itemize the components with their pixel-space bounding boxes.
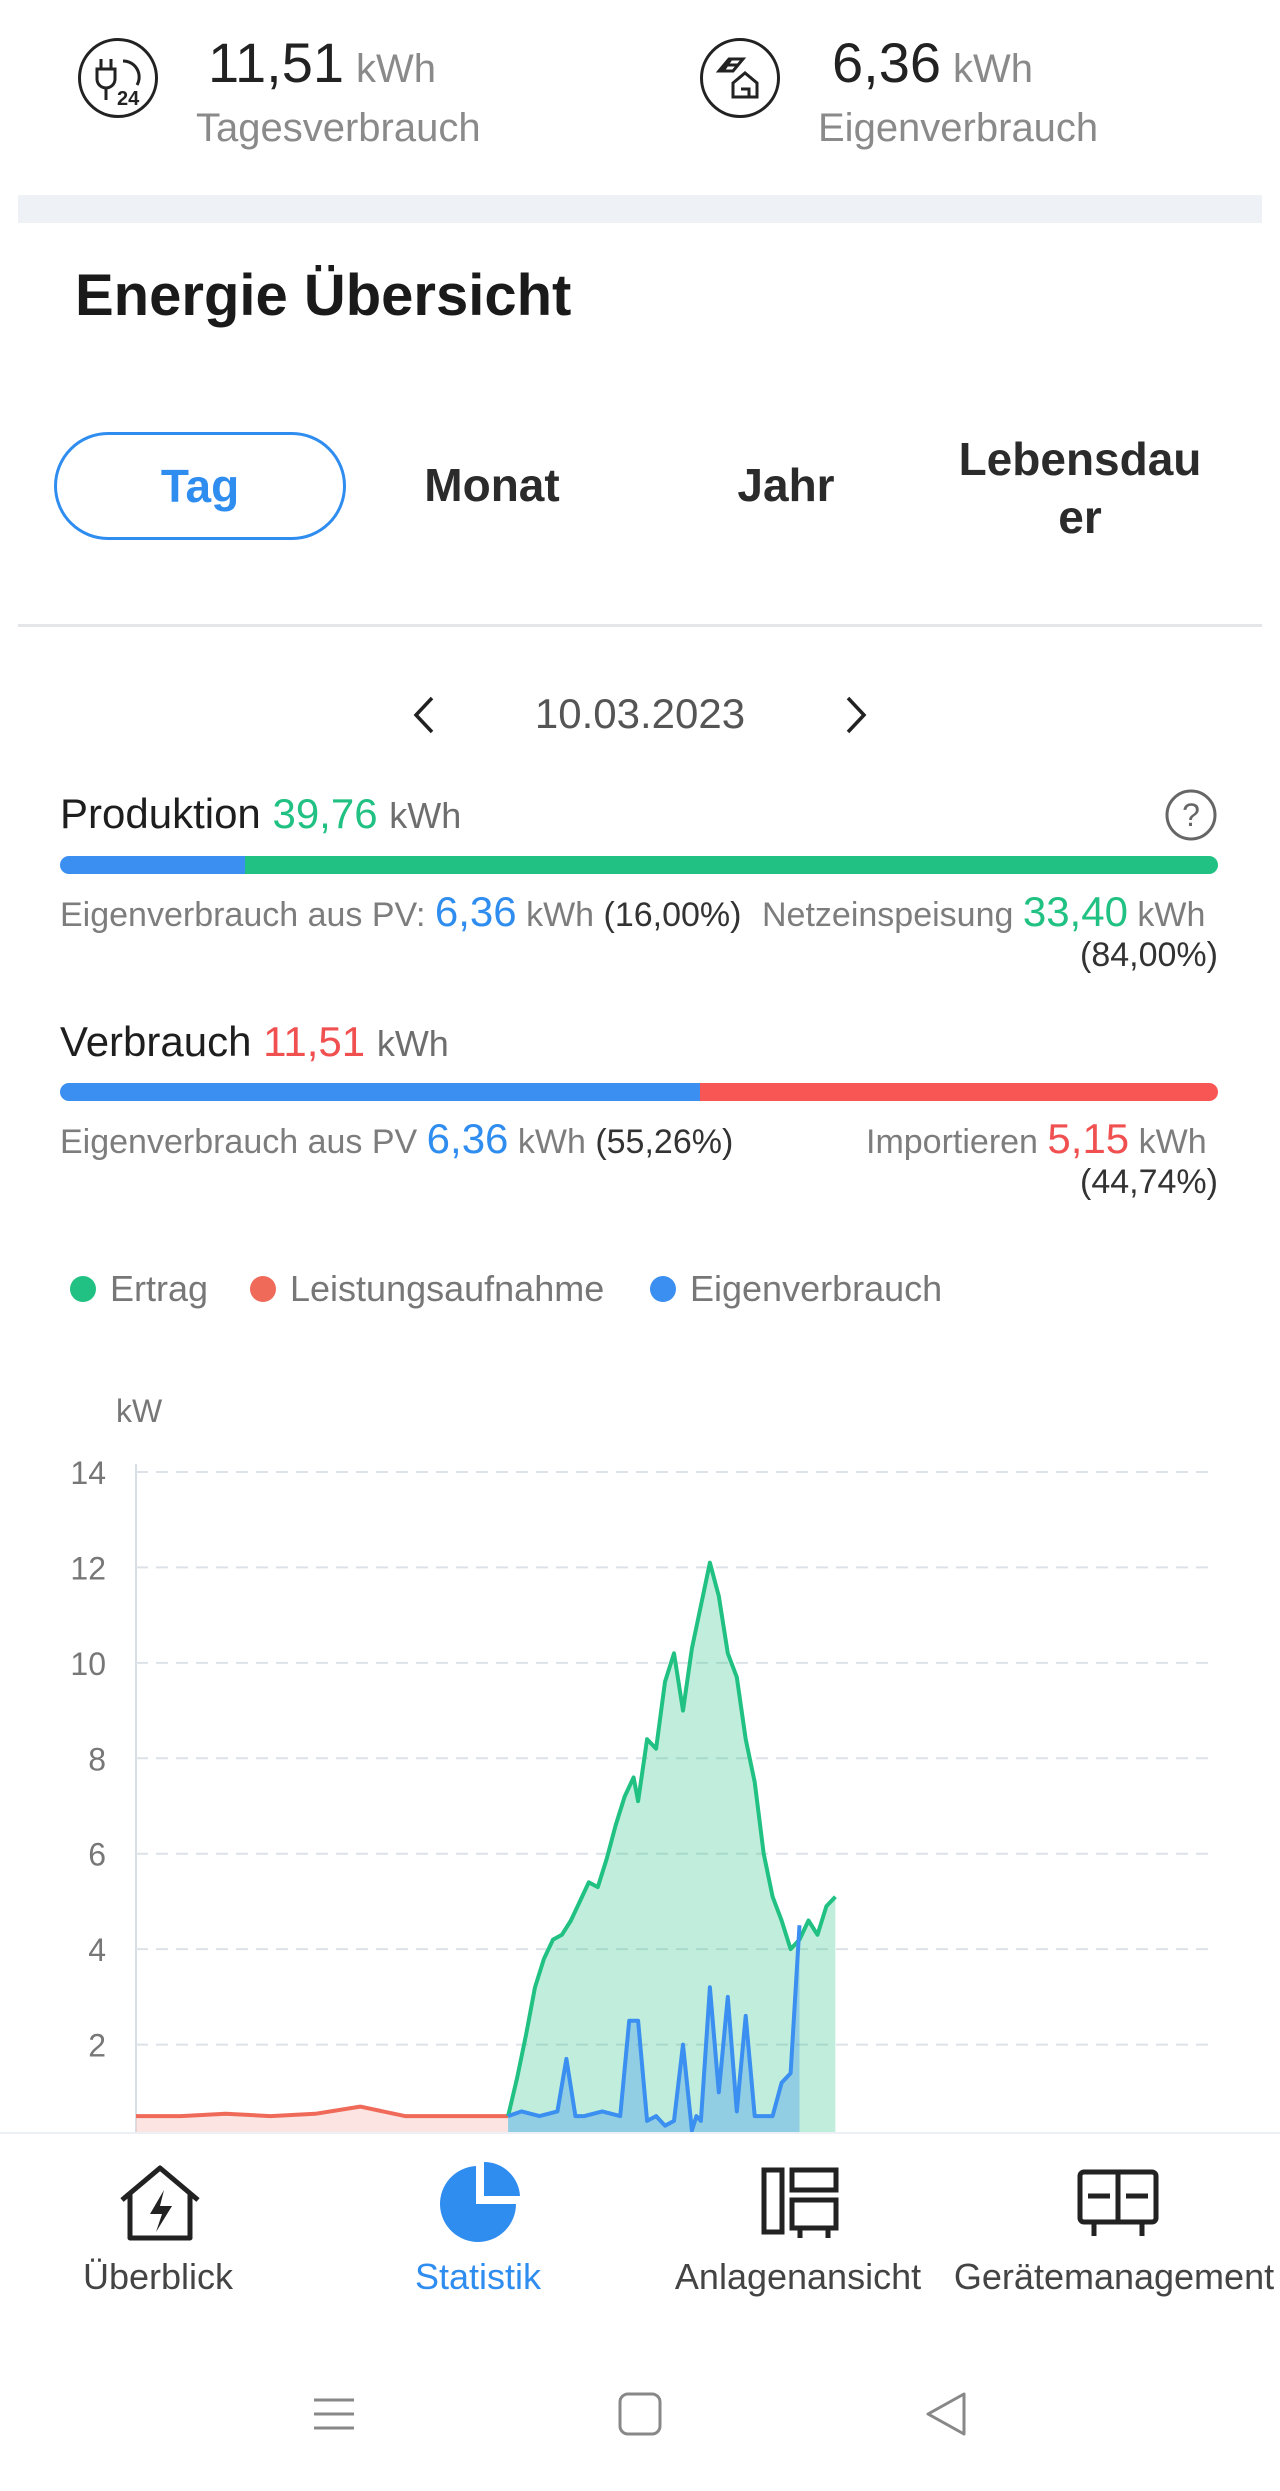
- y-tick-label: 12: [70, 1550, 106, 1586]
- device-icon: [1077, 2169, 1159, 2236]
- consumption-import-detail: Importieren 5,15 kWh: [866, 1115, 1207, 1163]
- tab-year[interactable]: Jahr: [737, 459, 835, 511]
- nav-label-statistics: Statistik: [414, 2256, 542, 2297]
- legend-label-self-consumption: Eigenverbrauch: [690, 1268, 943, 1309]
- consumption-import-label: Importieren: [866, 1123, 1038, 1161]
- consumption-value: 11,51: [263, 1018, 366, 1065]
- self-consumption-series-line: [507, 1925, 802, 2132]
- production-self-unit: kWh: [526, 896, 595, 934]
- production-summary: Produktion 39,76 kWh: [60, 790, 461, 838]
- next-day-button[interactable]: [830, 690, 880, 740]
- production-feed-detail: Netzeinspeisung 33,40 kWh: [762, 888, 1205, 936]
- nav-label-device-management: Gerätemanagement: [953, 2256, 1275, 2297]
- y-tick-label: 2: [88, 2028, 106, 2064]
- production-label: Produktion: [60, 790, 261, 837]
- pie-chart-icon: [440, 2162, 520, 2242]
- page-title: Energie Übersicht: [75, 263, 572, 328]
- power-draw-series-line: [136, 2104, 509, 2119]
- tab-day[interactable]: Tag: [54, 432, 346, 540]
- consumption-split-bar: [60, 1083, 1218, 1101]
- y-tick-label: 14: [70, 1455, 106, 1491]
- consumption-self-label: Eigenverbrauch aus PV: [60, 1123, 418, 1161]
- production-feed-pct: (84,00%): [1080, 936, 1218, 974]
- solar-house-icon: [700, 38, 780, 118]
- svg-text:24: 24: [117, 88, 140, 110]
- power-draw-series-area: [136, 2106, 509, 2132]
- consumption-import-unit: kWh: [1138, 1123, 1207, 1161]
- production-self-detail: Eigenverbrauch aus PV: 6,36 kWh (16,00%): [60, 888, 741, 936]
- consumption-unit: kWh: [376, 1023, 449, 1064]
- legend-item-yield[interactable]: Ertrag: [70, 1268, 208, 1310]
- svg-text:?: ?: [1182, 797, 1200, 833]
- home-square-icon: [618, 2392, 662, 2436]
- consumption-import-segment: [699, 1083, 1218, 1101]
- production-self-pct: (16,00%): [603, 896, 742, 934]
- chevron-left-icon: [413, 696, 434, 734]
- back-triangle-icon: [926, 2392, 966, 2436]
- nav-item-plant-view[interactable]: [640, 2160, 960, 2251]
- production-unit: kWh: [389, 795, 462, 836]
- consumption-import-pct: (44,74%): [1080, 1163, 1218, 1201]
- consumption-summary: Verbrauch 11,51 kWh: [60, 1018, 449, 1066]
- self-consumption-value: 6,36 kWh: [832, 31, 1033, 94]
- nav-item-overview[interactable]: [0, 2160, 320, 2251]
- production-value: 39,76: [272, 790, 378, 837]
- nav-item-statistics[interactable]: [320, 2160, 640, 2251]
- house-bolt-icon: [120, 2165, 200, 2241]
- nav-label-plant-view: Anlagenansicht: [674, 2256, 922, 2297]
- nav-label-overview: Überblick: [82, 2256, 234, 2297]
- date-label: 10.03.2023: [534, 690, 746, 737]
- y-tick-label: 10: [70, 1646, 106, 1682]
- production-self-label: Eigenverbrauch aus PV:: [60, 896, 426, 934]
- chevron-right-icon: [846, 696, 867, 734]
- tab-day-label: Tag: [160, 460, 240, 512]
- menu-icon: [314, 2398, 354, 2430]
- tab-month[interactable]: Monat: [424, 459, 560, 511]
- legend-label-power-draw: Leistungsaufnahme: [290, 1268, 605, 1309]
- y-tick-label: 6: [88, 1837, 106, 1873]
- help-icon[interactable]: ?: [1164, 788, 1218, 842]
- consumption-self-segment: [60, 1083, 700, 1101]
- system-menu-button[interactable]: [308, 2388, 360, 2445]
- consumption-self-pct: (55,26%): [595, 1123, 734, 1161]
- legend-dot-self-consumption: [650, 1276, 676, 1302]
- production-feed-label: Netzeinspeisung: [762, 896, 1014, 934]
- production-feed-value: 33,40: [1022, 888, 1128, 935]
- y-tick-label: 8: [88, 1741, 106, 1777]
- y-axis-unit-label: kW: [116, 1393, 163, 1429]
- nav-item-device-management[interactable]: [958, 2160, 1278, 2251]
- power-chart: kW 14 12 10 8 6 4 2: [70, 1393, 1212, 2132]
- daily-consumption-value: 11,51 kWh: [208, 31, 436, 94]
- production-self-segment: [60, 856, 246, 874]
- production-feed-segment: [245, 856, 1218, 874]
- legend-label-yield: Ertrag: [110, 1268, 209, 1309]
- section-separator: [18, 195, 1262, 223]
- yield-series-line: [506, 1560, 837, 2117]
- tab-lifetime[interactable]: Lebensdau er: [958, 433, 1202, 543]
- previous-day-button[interactable]: [400, 690, 450, 740]
- self-consumption-label: Eigenverbrauch: [818, 106, 1099, 150]
- layout-icon: [761, 2167, 839, 2238]
- consumption-label: Verbrauch: [60, 1018, 252, 1065]
- system-back-button[interactable]: [920, 2388, 972, 2445]
- consumption-import-value: 5,15: [1047, 1115, 1130, 1162]
- plug-24h-icon: 24: [78, 38, 158, 118]
- production-self-value: 6,36: [434, 888, 517, 935]
- y-tick-label: 4: [88, 1932, 106, 1968]
- legend-dot-power-draw: [250, 1276, 276, 1302]
- self-consumption-series-area: [508, 1925, 800, 2132]
- tabs-divider: [18, 624, 1262, 627]
- production-split-bar: [60, 856, 1218, 874]
- consumption-self-value: 6,36: [426, 1115, 509, 1162]
- consumption-self-unit: kWh: [517, 1123, 586, 1161]
- legend-item-self-consumption[interactable]: Eigenverbrauch: [650, 1268, 942, 1310]
- system-home-button[interactable]: [614, 2388, 666, 2445]
- bottom-nav-border: [0, 2132, 1280, 2134]
- consumption-self-detail: Eigenverbrauch aus PV 6,36 kWh (55,26%): [60, 1115, 733, 1163]
- legend-dot-yield: [70, 1276, 96, 1302]
- daily-consumption-label: Tagesverbrauch: [196, 106, 481, 150]
- production-feed-unit: kWh: [1137, 896, 1206, 934]
- yield-series-area: [508, 1562, 836, 2132]
- legend-item-power-draw[interactable]: Leistungsaufnahme: [250, 1268, 604, 1310]
